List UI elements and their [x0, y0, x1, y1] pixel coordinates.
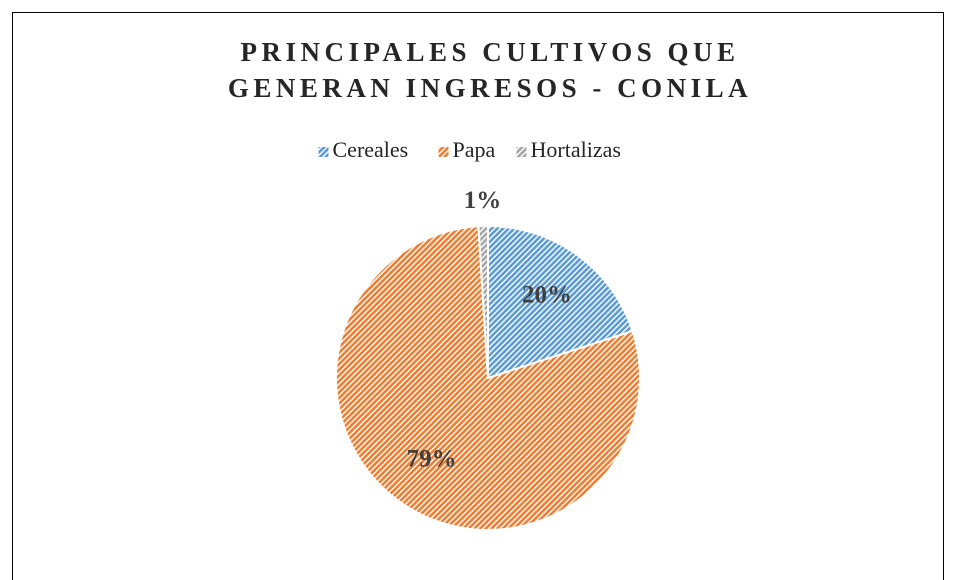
legend-label: Papa	[453, 137, 496, 162]
legend-label: Cereales	[333, 137, 409, 162]
data-label: 1%	[464, 187, 502, 214]
data-label: 20%	[522, 282, 572, 309]
pie-slice	[335, 225, 641, 531]
legend-swatch	[516, 147, 527, 157]
data-label: 79%	[407, 446, 457, 473]
chart-frame	[12, 12, 944, 580]
legend-label: Hortalizas	[531, 137, 621, 162]
pie-slice	[487, 224, 634, 380]
chart-title: PRINCIPALES CULTIVOS QUE GENERAN INGRESO…	[227, 37, 753, 103]
legend-swatch	[318, 147, 329, 157]
pie-slice	[477, 224, 489, 379]
legend-swatch	[438, 147, 449, 157]
